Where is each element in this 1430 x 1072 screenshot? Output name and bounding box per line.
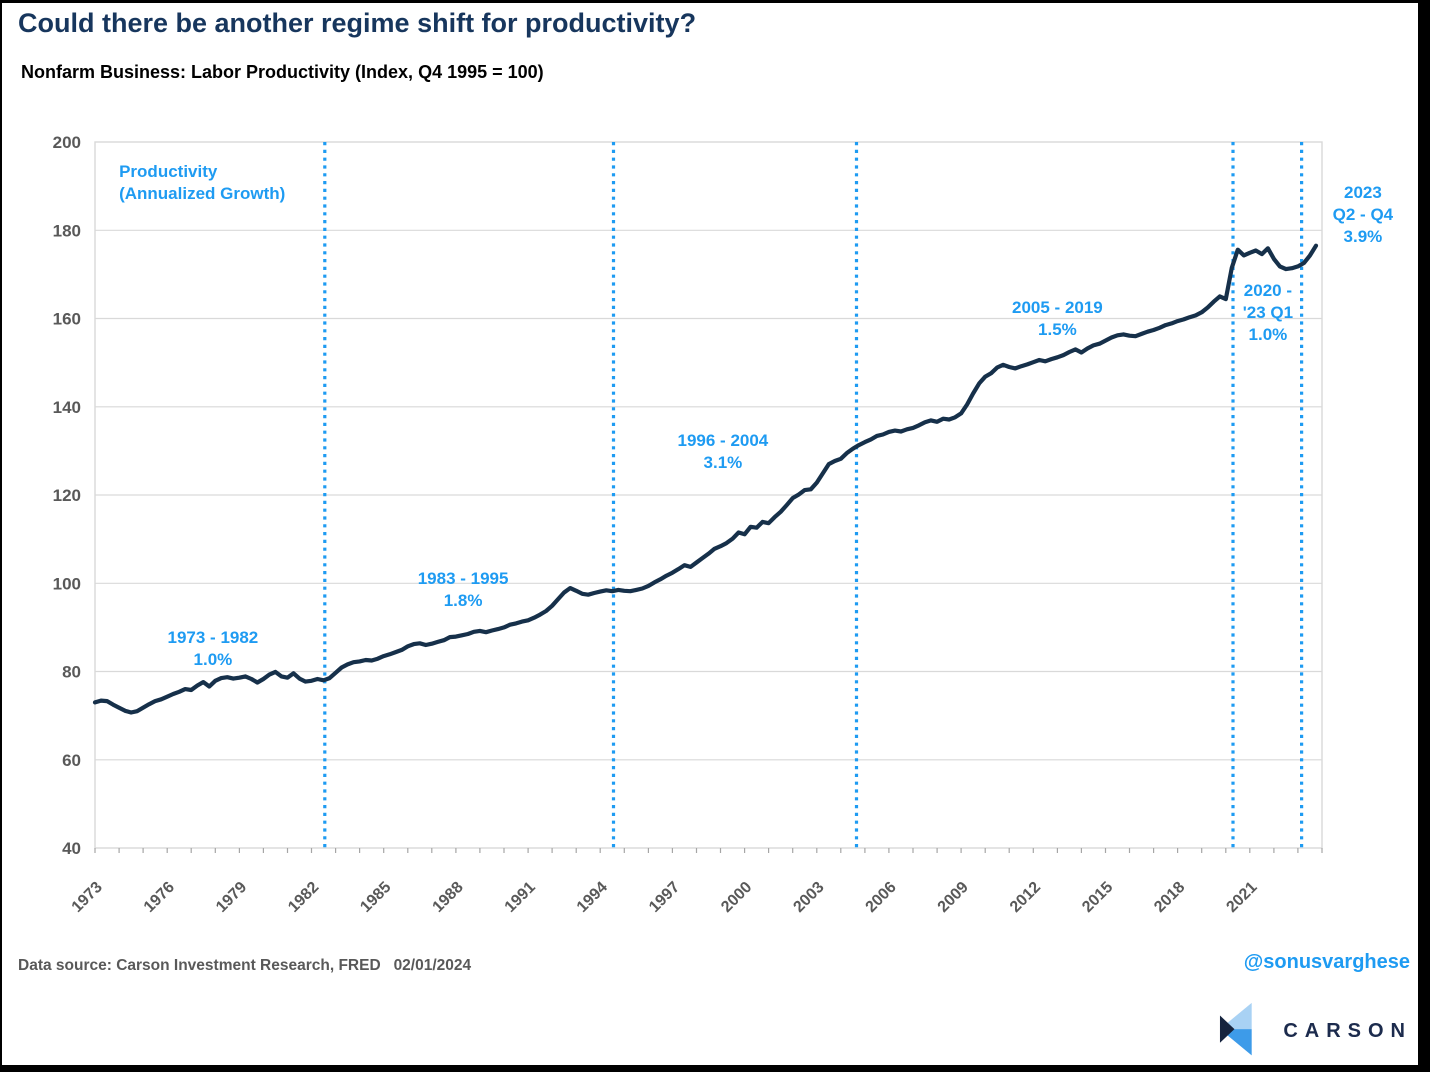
y-tick-label-160: 160 xyxy=(53,310,81,329)
annotation-regime-1973-1982-line1: 1973 - 1982 xyxy=(168,628,259,647)
carson-wordmark: CARSON xyxy=(1283,1019,1412,1042)
x-tick-label-1988: 1988 xyxy=(430,879,467,916)
annotation-regime-2020-23q1-line1: 2020 - xyxy=(1244,281,1292,300)
annotation-regime-1996-2004-line1: 1996 - 2004 xyxy=(678,431,769,450)
annotation-regime-1973-1982-line2: 1.0% xyxy=(194,650,233,669)
x-tick-label-1982: 1982 xyxy=(285,879,322,916)
y-tick-label-180: 180 xyxy=(53,221,81,240)
y-tick-label-200: 200 xyxy=(53,133,81,152)
x-tick-label-2012: 2012 xyxy=(1007,879,1044,916)
y-tick-label-120: 120 xyxy=(53,486,81,505)
carson-logo: CARSON xyxy=(1210,1001,1412,1059)
annotation-regime-2005-2019-line2: 1.5% xyxy=(1038,320,1077,339)
productivity-chart: 40 60 80 100 120 140 160 180 200 1973 1976 1979 1982… xyxy=(0,120,1430,930)
x-tick-label-1985: 1985 xyxy=(357,879,394,916)
y-tick-label-40: 40 xyxy=(62,839,81,858)
logo-blue-triangle xyxy=(1220,1029,1253,1056)
plot-border xyxy=(94,141,1323,849)
chart-subtitle: Nonfarm Business: Labor Productivity (In… xyxy=(21,62,544,82)
x-tick-label-2006: 2006 xyxy=(863,879,900,916)
y-tick-label-140: 140 xyxy=(53,398,81,417)
annotation-legend-line1: Productivity xyxy=(119,162,218,181)
x-tick-label-2015: 2015 xyxy=(1079,879,1116,916)
x-tick-label-2018: 2018 xyxy=(1151,879,1188,916)
logo-light-triangle xyxy=(1220,1002,1253,1030)
x-tick-label-1973: 1973 xyxy=(69,879,106,916)
annotation-regime-2005-2019-line1: 2005 - 2019 xyxy=(1012,298,1103,317)
chart-canvas: 40 60 80 100 120 140 160 180 200 1973 1976 1979 1982… xyxy=(53,133,1394,916)
twitter-handle: @sonusvarghese xyxy=(1243,951,1410,973)
annotation-regime-2020-23q1-line2: '23 Q1 xyxy=(1243,303,1293,322)
productivity-line xyxy=(92,243,1319,715)
annotation-regime-2020-23q1-line3: 1.0% xyxy=(1249,325,1288,344)
annotation-regime-2023-q2q4-line2: Q2 - Q4 xyxy=(1333,205,1394,224)
x-tick-label-2021: 2021 xyxy=(1223,879,1260,916)
annotation-regime-1983-1995-line1: 1983 - 1995 xyxy=(418,569,509,588)
source-text: Data source: Carson Investment Research,… xyxy=(18,957,472,974)
annotation-regime-1996-2004-line2: 3.1% xyxy=(704,453,743,472)
y-tick-label-60: 60 xyxy=(62,751,81,770)
x-tick-label-1979: 1979 xyxy=(213,879,250,916)
y-tick-label-100: 100 xyxy=(53,574,81,593)
x-tick-label-1997: 1997 xyxy=(646,879,683,916)
x-tick-label-2000: 2000 xyxy=(718,879,755,916)
logo-dark-triangle xyxy=(1220,1015,1235,1043)
x-tick-label-2009: 2009 xyxy=(935,879,972,916)
y-tick-label-80: 80 xyxy=(62,663,81,682)
carson-logo-mark-icon xyxy=(1220,1002,1253,1056)
annotation-regime-2023-q2q4-line3: 3.9% xyxy=(1344,227,1383,246)
annotation-legend-line2: (Annualized Growth) xyxy=(119,184,285,203)
x-tick-label-1994: 1994 xyxy=(574,879,611,916)
x-tick-label-1976: 1976 xyxy=(141,879,178,916)
x-tick-label-2003: 2003 xyxy=(790,879,827,916)
x-tick-label-1991: 1991 xyxy=(502,879,539,916)
annotation-regime-1983-1995-line2: 1.8% xyxy=(444,591,483,610)
page-title: Could there be another regime shift for … xyxy=(18,8,697,38)
annotation-regime-2023-q2q4-line1: 2023 xyxy=(1344,183,1382,202)
